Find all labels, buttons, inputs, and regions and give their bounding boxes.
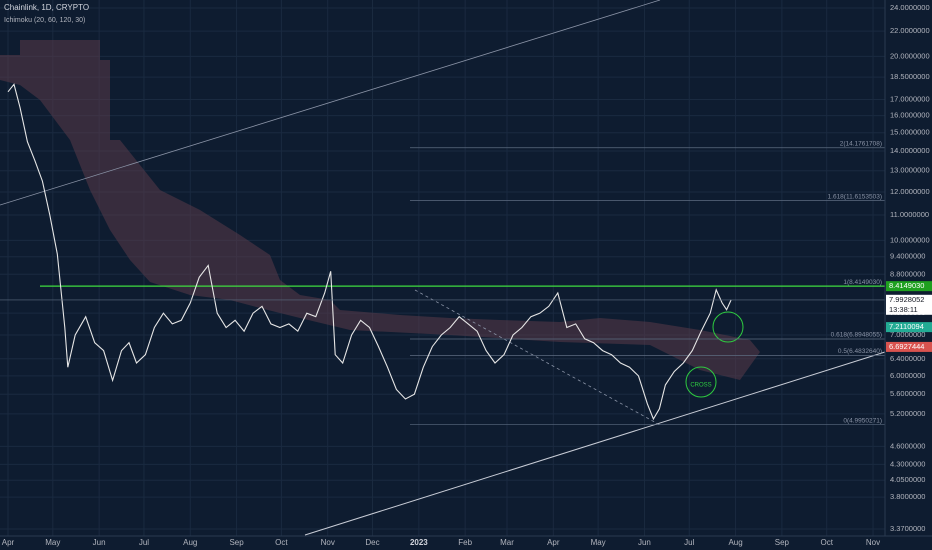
x-tick-label: Nov [321,538,335,547]
x-tick-label: Nov [866,538,880,547]
y-tick-label: 17.0000000 [890,95,930,104]
y-tick-label: 9.4000000 [890,252,925,261]
y-tick-label: 7.0000000 [890,330,925,339]
price-badge-label: 7.9928052 [889,295,924,304]
y-tick-label: 14.0000000 [890,146,930,155]
x-tick-label: Apr [547,538,560,547]
x-tick-label: Oct [275,538,288,547]
x-tick-label: Jul [684,538,694,547]
fib-label: 1.618(11.6153503) [828,193,882,200]
price-badge [886,294,932,315]
x-tick-label: Dec [365,538,379,547]
y-tick-label: 12.0000000 [890,187,930,196]
x-tick-label: Sep [229,538,244,547]
fib-label: 2(14.1761708) [840,140,882,147]
x-tick-label: May [591,538,606,547]
countdown: 13:38:11 [889,305,918,314]
x-tick-label: Apr [2,538,15,547]
x-tick-label: Sep [775,538,790,547]
trendline [304,351,886,536]
trendline-dashed [414,289,661,426]
x-tick-label: 2023 [410,538,428,547]
x-tick-label: Oct [820,538,833,547]
highlight-circle [685,366,717,398]
annotation: CROSS [690,383,711,389]
x-tick-label: Mar [500,538,514,547]
y-tick-label: 5.2000000 [890,409,925,418]
y-tick-label: 6.0000000 [890,371,925,380]
y-tick-label: 10.0000000 [890,235,930,244]
highlight-circle [712,311,744,343]
indicator-label: Ichimoku (20, 60, 120, 30) [4,17,85,24]
y-tick-label: 11.0000000 [890,210,929,219]
levels: 2(14.1761708) 1.618(11.6153503) 1(8.414903… [40,140,885,425]
price-line [7,83,732,421]
y-tick-label: 3.3700000 [890,524,925,533]
y-tick-label: 5.6000000 [890,389,925,398]
x-tick-label: Jul [139,538,149,547]
y-tick-label: 3.8000000 [890,492,925,501]
y-tick-label: 6.4000000 [890,354,925,363]
x-tick-label: Jun [638,538,651,547]
price-badge [886,281,932,292]
axes: 24.0000000 22.0000000 20.0000000 18.5000000… [2,3,932,547]
plot [0,83,885,421]
y-tick-label: 4.0500000 [890,475,925,484]
x-tick-label: Feb [458,538,472,547]
y-tick-label: 22.0000000 [890,26,930,35]
y-tick-label: 16.0000000 [890,111,930,120]
chart-title: Chainlink, 1D, CRYPTO [4,3,89,12]
y-tick-label: 20.0000000 [890,51,930,60]
x-tick-label: Jun [93,538,106,547]
fib-label: 0.618(6.8948055) [831,332,882,339]
price-badge [886,322,932,333]
price-badge-label: 8.4149030 [889,281,924,290]
ichimoku-cloud [0,40,760,380]
y-tick-label: 18.5000000 [890,72,930,81]
fib-label: 0.5(6.4832640) [838,348,882,355]
trendline [0,0,661,206]
y-tick-label: 24.0000000 [890,3,930,12]
y-tick-label: 13.0000000 [890,166,930,175]
y-tick-label: 4.3000000 [890,459,925,468]
price-badge-label: 7.2110094 [889,322,924,331]
y-tick-label: 15.0000000 [890,128,930,137]
x-tick-label: May [45,538,60,547]
fib-label: 1(8.4149030) [843,279,882,286]
price-badge [886,341,932,352]
price-axis [885,0,932,550]
fib-label: 0(4.9950271) [843,417,882,424]
price-badge-label: 6.6927444 [889,342,924,351]
y-tick-label: 4.6000000 [890,441,925,450]
x-tick-label: Aug [728,538,742,547]
x-tick-label: Aug [183,538,197,547]
y-tick-label: 8.8000000 [890,269,925,278]
